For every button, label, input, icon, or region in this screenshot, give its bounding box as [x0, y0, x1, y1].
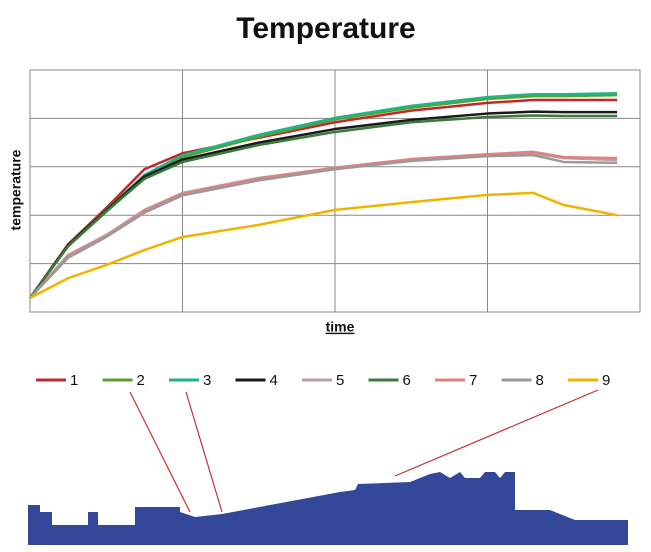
pointer-line — [130, 392, 190, 512]
legend-label: 5 — [336, 372, 344, 389]
legend-label: 7 — [469, 372, 477, 389]
chart-title: Temperature — [236, 12, 416, 45]
legend-label: 4 — [270, 372, 278, 389]
y-axis-label: temperature — [8, 149, 24, 230]
legend-label: 8 — [536, 372, 544, 389]
legend-label: 3 — [203, 372, 211, 389]
pointer-line — [395, 390, 598, 476]
chart: Temperature time temperature 1 2 3 4 5 6 7 8 9 — [0, 0, 651, 552]
legend-label: 2 — [137, 372, 145, 389]
x-axis-label: time — [326, 319, 355, 335]
legend: 1 2 3 4 5 6 7 8 9 — [36, 372, 610, 389]
legend-label: 1 — [70, 372, 78, 389]
pointer-line — [186, 392, 222, 512]
building-silhouette — [28, 472, 628, 545]
legend-label: 9 — [602, 372, 610, 389]
legend-label: 6 — [403, 372, 411, 389]
